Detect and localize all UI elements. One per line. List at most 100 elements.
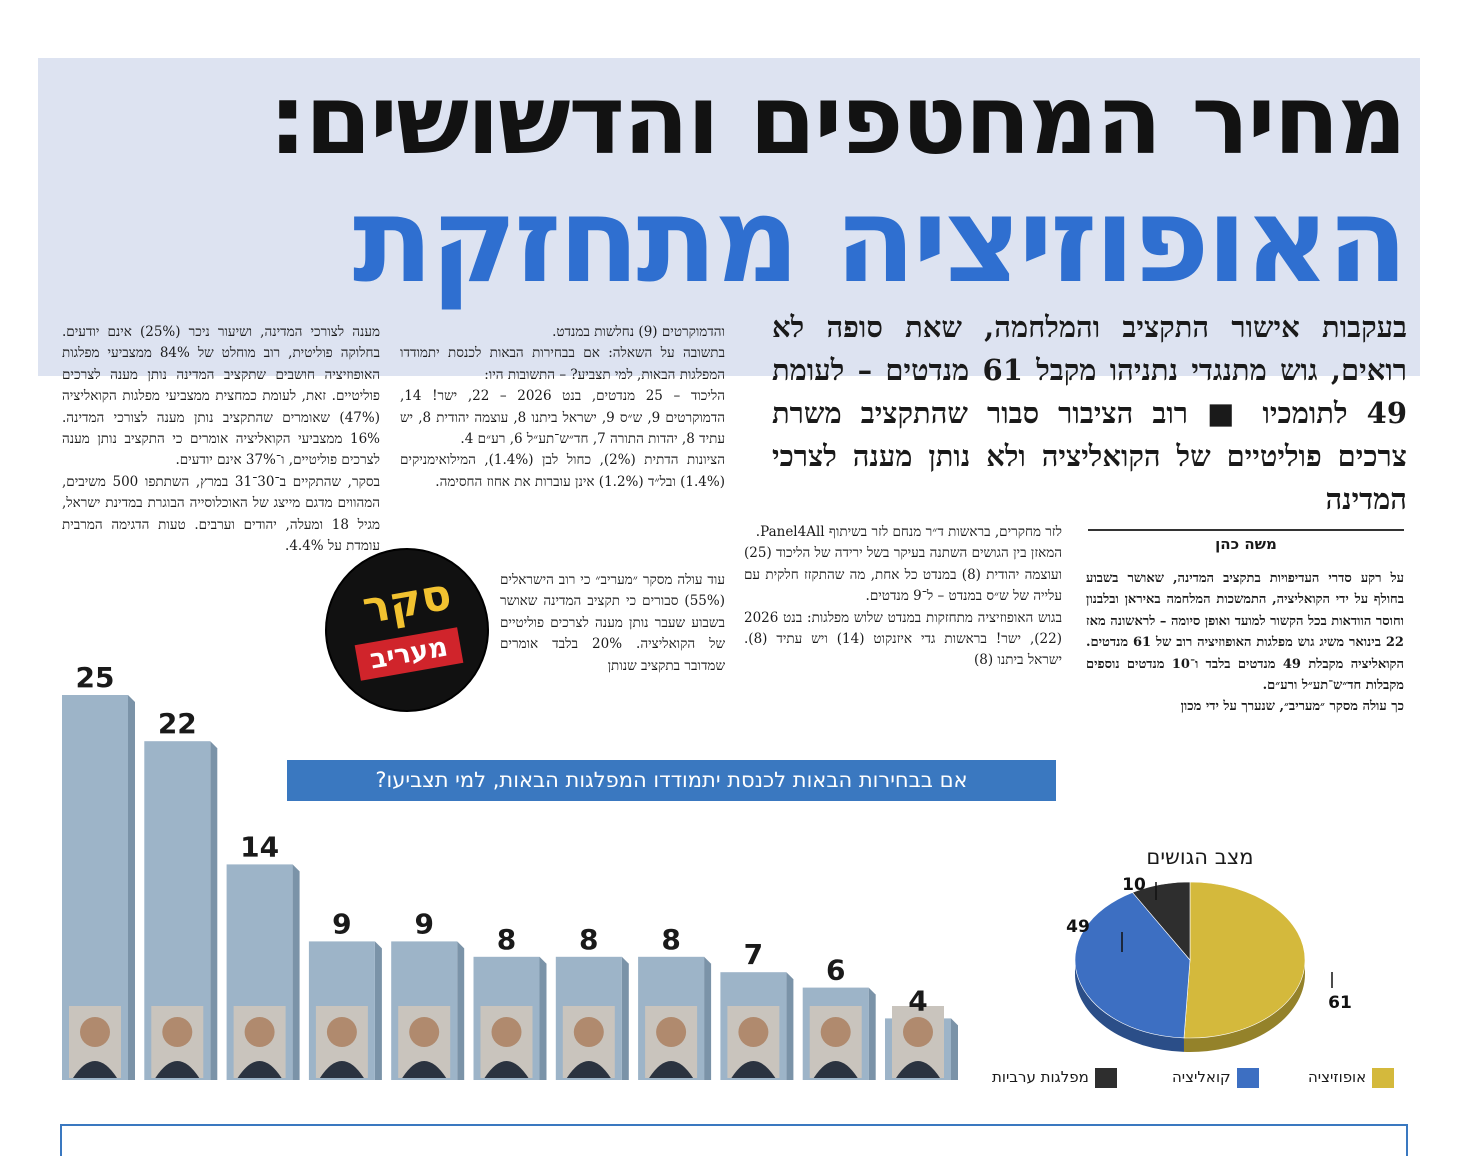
bar-group: 14	[226, 830, 300, 1080]
bar-value-label: 8	[661, 923, 680, 956]
bar-group: 4	[885, 984, 958, 1080]
bar-side	[539, 956, 547, 1080]
bar-group: 9	[391, 907, 465, 1080]
paragraph: לזר מחקרים, בראשות ד״ר מנחם לזר בשיתוף P…	[755, 524, 1062, 540]
next-article-frame	[60, 1124, 1408, 1156]
bar-value-label: 9	[414, 907, 433, 940]
pie-slice-coalition	[1074, 892, 1191, 1039]
portrait-head	[820, 1017, 851, 1047]
legend-label-coalition: קואליציה	[1172, 1068, 1231, 1086]
bar-side	[374, 941, 382, 1080]
bar-group: 25	[62, 661, 135, 1080]
paragraph: בסקר, שהתקיים ב־30־31 במרץ, השתתפו 500 מ…	[62, 473, 381, 555]
paragraph: עוד עולה מסקר ״מעריב״ כי רוב הישראלים (5…	[500, 572, 726, 674]
pie-slice-arab-parties	[1131, 881, 1191, 961]
portrait-head	[738, 1017, 769, 1047]
logo-text-top: סקר	[358, 568, 456, 635]
headline-line2: האופוזיציה מתחזקת	[352, 171, 1408, 309]
pie-value-label: 61	[1328, 993, 1352, 1013]
portrait-head	[491, 1017, 522, 1047]
paragraph: בגוש האופוזיציה מתחזקות במנדט שלוש מפלגו…	[744, 609, 1062, 669]
bar-side	[704, 956, 712, 1080]
bloc-chart-title: מצב הגושים	[1146, 845, 1254, 869]
bloc-pie-chart: 61 49 10	[1066, 875, 1352, 1052]
pie-slice-side	[1183, 960, 1305, 1052]
bar-group: 7	[720, 938, 794, 1080]
bar-side	[128, 695, 135, 1080]
paragraph: מענה לצורכי המדינה, ושיעור ניכר (25%) אי…	[62, 324, 380, 469]
bar-value-label: 4	[908, 984, 927, 1017]
portrait-body	[237, 1061, 282, 1078]
portrait-head	[162, 1017, 193, 1047]
bar-side	[868, 987, 876, 1080]
maariv-poll-logo: סקר מעריב	[325, 548, 489, 712]
article-column-2: לזר מחקרים, בראשות ד״ר מנחם לזר בשיתוף P…	[744, 522, 1062, 672]
seats-bar-chart: 25 22 14 9 9 8 8 8 7 6 4	[62, 661, 958, 1080]
paragraph: על רקע סדרי העדיפויות בתקציב המדינה, שאו…	[1086, 571, 1404, 694]
portrait-head	[573, 1017, 604, 1047]
paragraph: הציונות הדתית (2%), כחול לבן (1.4%), המי…	[400, 452, 725, 490]
headline-band	[38, 58, 1420, 376]
portrait-head	[903, 1017, 933, 1047]
legend-swatch-opposition	[1372, 1067, 1395, 1088]
bar-value-label: 6	[826, 954, 845, 987]
legend-coalition: קואליציה	[1172, 1066, 1259, 1088]
legend-label-arab-parties: מפלגות ערביות	[992, 1068, 1089, 1086]
author-byline: משה כהן	[1215, 535, 1277, 553]
paragraph: בתשובה על השאלה: אם בבחירות הבאות לכנסת …	[400, 345, 725, 383]
legend-label-opposition: אופוזיציה	[1308, 1068, 1367, 1086]
portrait-body	[566, 1061, 611, 1078]
portrait-body	[484, 1061, 529, 1078]
portrait-body	[731, 1061, 776, 1078]
pie-value-label: 49	[1066, 917, 1090, 937]
article-column-3: והדמוקרטים (9) נחלשות במנדט. בתשובה על הש…	[400, 322, 725, 493]
paragraph: כך עולה מסקר ״מעריב״, שנערך על ידי מכון	[1180, 699, 1404, 715]
portrait-head	[244, 1017, 275, 1047]
bar-group: 8	[555, 923, 629, 1080]
legend-opposition: אופוזיציה	[1308, 1066, 1395, 1088]
bar-side	[786, 972, 794, 1080]
paragraph: המאזן בין הגושים השתנה בעיקר בשל ירידה ש…	[744, 545, 1063, 605]
article-column-1: על רקע סדרי העדיפויות בתקציב המדינה, שאו…	[1086, 568, 1404, 718]
bar-value-label: 25	[76, 661, 115, 694]
paragraph: והדמוקרטים (9) נחלשות במנדט.	[552, 324, 725, 340]
bar-value-label: 14	[240, 830, 279, 863]
bar-side	[951, 1018, 958, 1080]
portrait-body	[896, 1061, 940, 1078]
poll-question-banner: אם בבחירות הבאות לכנסת יתמודדו המפלגות ה…	[287, 760, 1056, 801]
bar-value-label: 7	[744, 938, 763, 971]
portrait-body	[155, 1061, 200, 1078]
portrait-head	[80, 1017, 110, 1047]
portrait-body	[319, 1061, 364, 1078]
headline-line1: מחיר המחטפים והדשושים:	[268, 64, 1407, 176]
bar-value-label: 8	[579, 923, 598, 956]
bar-side	[210, 741, 218, 1080]
author-rule	[1088, 529, 1404, 531]
legend-arab-parties: מפלגות ערביות	[992, 1066, 1117, 1088]
pie-value-label: 10	[1122, 875, 1146, 895]
bar-value-label: 22	[158, 707, 197, 740]
bar-side	[292, 864, 300, 1080]
portrait-head	[326, 1017, 357, 1047]
portrait-body	[402, 1061, 447, 1078]
pie-slice-opposition	[1183, 881, 1306, 1039]
bar-group: 22	[144, 707, 218, 1080]
bar-group: 8	[638, 923, 712, 1080]
bar-value-label: 9	[332, 907, 351, 940]
bar-side	[621, 956, 629, 1080]
legend-swatch-coalition	[1236, 1067, 1259, 1088]
bar-group: 6	[802, 954, 876, 1080]
portrait-body	[73, 1061, 117, 1078]
article-column-4: מענה לצורכי המדינה, ושיעור ניכר (25%) אי…	[62, 322, 380, 557]
article-column-3b: עוד עולה מסקר ״מעריב״ כי רוב הישראלים (5…	[500, 570, 725, 677]
bar-side	[457, 941, 465, 1080]
bar-group: 8	[473, 923, 547, 1080]
paragraph: הליכוד – 25 מנדטים, בנט 2026 – 22, ישר! …	[400, 388, 726, 448]
portrait-body	[649, 1061, 694, 1078]
portrait-head	[409, 1017, 440, 1047]
bar-group: 9	[308, 907, 382, 1080]
portrait-head	[656, 1017, 687, 1047]
bar-value-label: 8	[497, 923, 516, 956]
portrait-body	[813, 1061, 858, 1078]
legend-swatch-arab-parties	[1094, 1067, 1117, 1088]
